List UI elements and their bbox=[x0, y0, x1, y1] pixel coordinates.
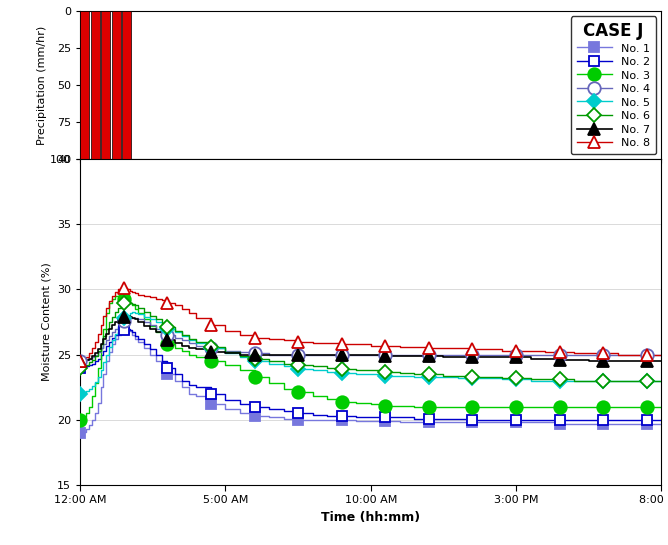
Bar bbox=[122, 11, 131, 159]
Bar bbox=[91, 11, 100, 159]
X-axis label: Time (hh:mm): Time (hh:mm) bbox=[321, 511, 420, 524]
Y-axis label: Precipitation (mm/hr): Precipitation (mm/hr) bbox=[37, 26, 47, 144]
Bar bbox=[112, 11, 121, 159]
Bar bbox=[80, 11, 90, 159]
Bar bbox=[101, 11, 110, 159]
Legend: No. 1, No. 2, No. 3, No. 4, No. 5, No. 6, No. 7, No. 8: No. 1, No. 2, No. 3, No. 4, No. 5, No. 6… bbox=[571, 16, 656, 154]
Y-axis label: Moisture Content (%): Moisture Content (%) bbox=[41, 263, 51, 382]
